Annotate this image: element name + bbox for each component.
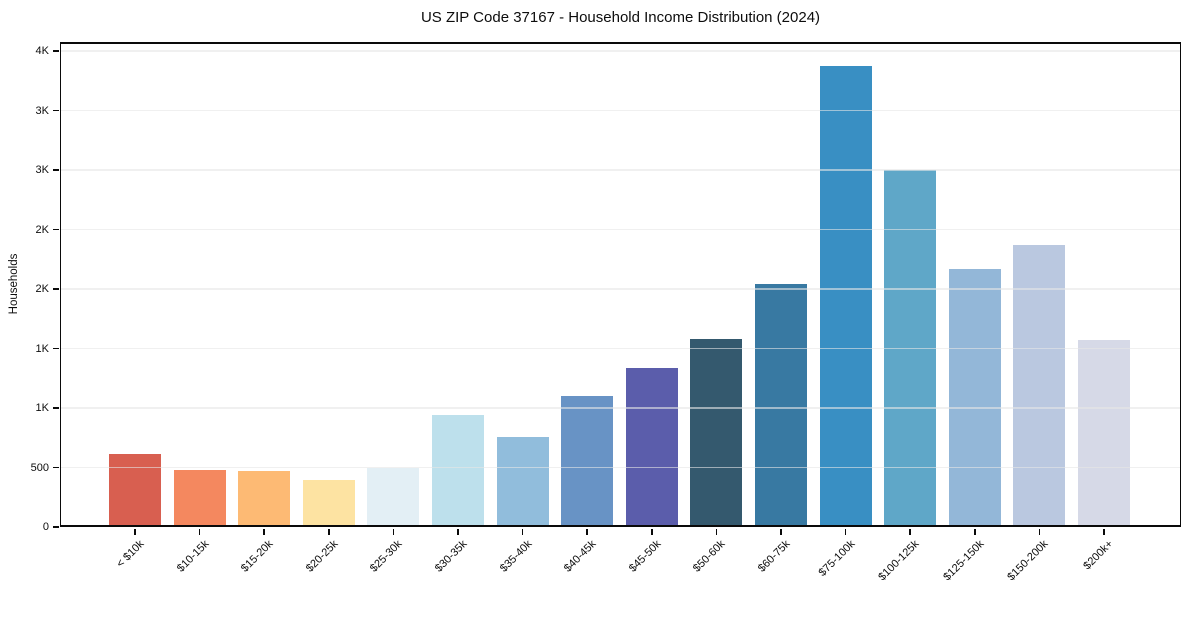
- bar-6: [432, 415, 484, 527]
- y-tick-mark: [53, 228, 59, 231]
- gridline: [60, 288, 1181, 290]
- gridline: [60, 228, 1181, 231]
- bar-7: [496, 436, 549, 527]
- y-tick-label: 2K: [35, 223, 49, 236]
- y-tick-label: 2K: [35, 283, 49, 295]
- gridline: [60, 466, 1181, 469]
- y-tick-label: 500: [30, 461, 49, 474]
- bar-9: [625, 367, 678, 527]
- y-tick-label: 0: [42, 521, 49, 533]
- x-tick-mark: [134, 528, 136, 535]
- gridline: [60, 109, 1181, 112]
- y-tick-mark: [53, 526, 59, 528]
- bar-5: [367, 467, 420, 527]
- bar-4: [302, 480, 355, 527]
- gridline: [60, 50, 1181, 52]
- x-tick-mark: [844, 528, 847, 535]
- plot-area: [60, 42, 1181, 527]
- y-tick-label: 1K: [35, 342, 49, 355]
- y-tick-mark: [53, 407, 59, 409]
- bar-8: [561, 396, 614, 527]
- x-tick-mark: [780, 528, 782, 535]
- bar-15: [1013, 244, 1066, 527]
- y-tick-mark: [53, 109, 59, 112]
- y-tick-label: 3K: [35, 104, 49, 117]
- x-tick-mark: [974, 528, 976, 535]
- bar-14: [948, 269, 1001, 527]
- x-tick-mark: [586, 528, 588, 535]
- y-tick-label: 1K: [35, 402, 49, 414]
- y-tick-mark: [53, 347, 59, 350]
- bar-3: [238, 471, 291, 527]
- chart-title: US ZIP Code 37167 - Household Income Dis…: [420, 9, 821, 26]
- x-tick-mark: [1103, 528, 1105, 535]
- bar-2: [173, 470, 226, 527]
- x-tick-mark: [651, 528, 653, 535]
- y-tick-mark: [53, 288, 59, 290]
- gridline: [60, 407, 1181, 409]
- x-tick-mark: [263, 528, 265, 535]
- bar-1: [109, 453, 161, 527]
- y-tick-mark: [53, 50, 59, 52]
- bar-11: [755, 284, 807, 527]
- y-tick-label: 4K: [35, 45, 49, 57]
- bar-12: [819, 66, 872, 527]
- bar-10: [690, 338, 743, 527]
- y-tick-label: 3K: [35, 164, 49, 176]
- x-tick-mark: [457, 528, 459, 535]
- y-tick-mark: [53, 169, 59, 171]
- x-tick-mark: [521, 528, 524, 535]
- x-tick-mark: [198, 528, 201, 535]
- gridline: [60, 347, 1181, 350]
- x-tick-mark: [1038, 528, 1041, 535]
- x-tick-mark: [715, 528, 718, 535]
- y-tick-mark: [53, 466, 59, 469]
- gridline: [60, 169, 1181, 171]
- x-tick-mark: [392, 528, 395, 535]
- x-tick-mark: [909, 528, 911, 535]
- income-distribution-chart: US ZIP Code 37167 - Household Income Dis…: [8, 9, 1181, 583]
- x-tick-mark: [328, 528, 330, 535]
- bar-16: [1078, 340, 1130, 527]
